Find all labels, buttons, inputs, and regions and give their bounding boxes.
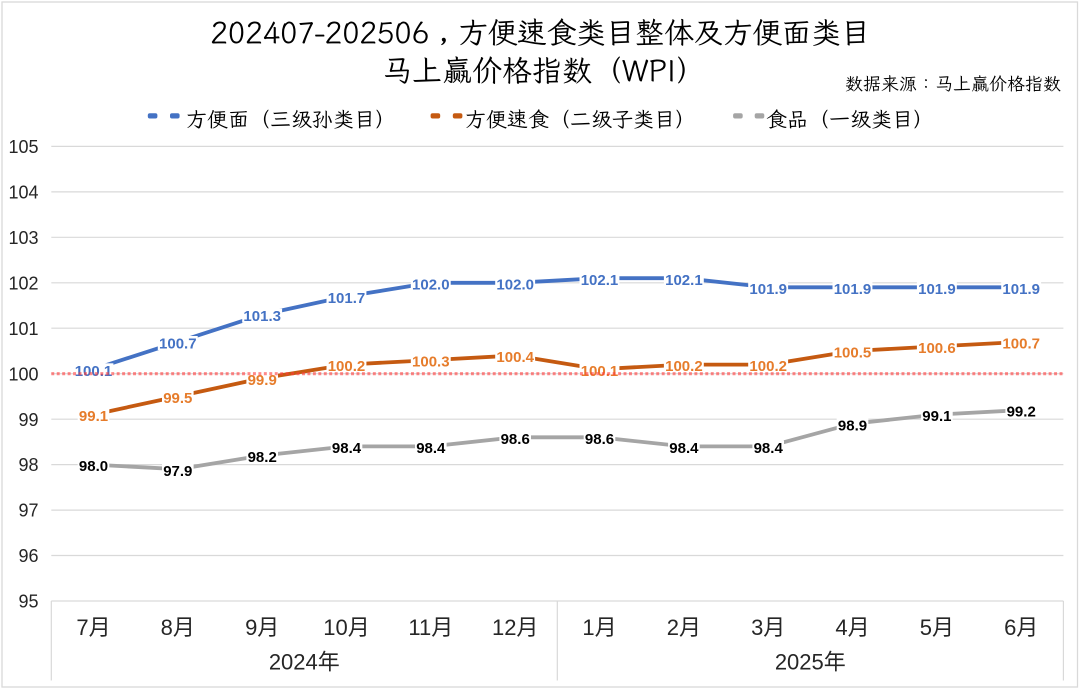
svg-text:100.5: 100.5	[834, 345, 872, 362]
svg-text:100.4: 100.4	[496, 349, 534, 366]
svg-text:100.7: 100.7	[1002, 336, 1040, 353]
svg-text:98.2: 98.2	[248, 449, 277, 466]
svg-text:方便速食（二级子类目）: 方便速食（二级子类目）	[465, 105, 696, 133]
svg-text:食品（一级类目）: 食品（一级类目）	[766, 105, 934, 133]
svg-text:102.0: 102.0	[496, 276, 534, 293]
svg-text:100.2: 100.2	[328, 358, 366, 375]
svg-text:97: 97	[18, 501, 38, 521]
svg-text:100.3: 100.3	[412, 354, 450, 371]
svg-text:99: 99	[18, 410, 38, 430]
svg-text:101: 101	[8, 319, 38, 339]
svg-text:100.6: 100.6	[918, 340, 956, 357]
svg-text:101.9: 101.9	[834, 281, 872, 298]
svg-text:100.2: 100.2	[665, 358, 703, 375]
svg-text:102.1: 102.1	[665, 272, 703, 289]
svg-text:方便面（三级孙类目）: 方便面（三级孙类目）	[186, 105, 396, 133]
svg-text:101.7: 101.7	[328, 290, 366, 307]
svg-text:101.9: 101.9	[749, 281, 787, 298]
svg-text:105: 105	[8, 137, 38, 157]
svg-text:马上赢价格指数（WPI）: 马上赢价格指数（WPI）	[382, 50, 706, 90]
svg-text:3月: 3月	[751, 615, 785, 640]
svg-text:97.9: 97.9	[163, 463, 192, 480]
svg-text:10月: 10月	[323, 615, 369, 640]
svg-text:100.1: 100.1	[75, 363, 113, 380]
svg-text:99.9: 99.9	[248, 372, 277, 389]
svg-text:98.9: 98.9	[838, 417, 867, 434]
svg-text:98.4: 98.4	[332, 440, 362, 457]
svg-text:101.9: 101.9	[1002, 281, 1040, 298]
svg-text:101.3: 101.3	[243, 308, 281, 325]
svg-text:8月: 8月	[161, 615, 195, 640]
svg-text:98.6: 98.6	[501, 431, 530, 448]
svg-text:2月: 2月	[667, 615, 701, 640]
svg-text:102: 102	[8, 273, 38, 293]
svg-text:98.4: 98.4	[669, 440, 699, 457]
svg-text:99.1: 99.1	[79, 408, 108, 425]
svg-text:103: 103	[8, 228, 38, 248]
svg-text:2025年: 2025年	[775, 650, 846, 675]
svg-text:98.0: 98.0	[79, 458, 108, 475]
svg-text:7月: 7月	[76, 615, 110, 640]
svg-text:98.6: 98.6	[585, 431, 614, 448]
svg-text:99.2: 99.2	[1007, 404, 1036, 421]
svg-text:104: 104	[8, 183, 38, 203]
svg-text:100.2: 100.2	[749, 358, 787, 375]
svg-text:101.9: 101.9	[918, 281, 956, 298]
svg-text:98.4: 98.4	[416, 440, 446, 457]
svg-text:96: 96	[18, 546, 38, 566]
svg-text:100: 100	[8, 364, 38, 384]
svg-text:98: 98	[18, 455, 38, 475]
svg-text:12月: 12月	[492, 615, 538, 640]
svg-text:6月: 6月	[1004, 615, 1038, 640]
svg-text:1月: 1月	[582, 615, 616, 640]
svg-text:5月: 5月	[920, 615, 954, 640]
svg-text:100.7: 100.7	[159, 336, 197, 353]
svg-text:11月: 11月	[408, 615, 453, 640]
svg-text:数据来源：马上赢价格指数: 数据来源：马上赢价格指数	[845, 72, 1061, 96]
svg-text:99.1: 99.1	[922, 408, 951, 425]
svg-text:98.4: 98.4	[754, 440, 784, 457]
svg-text:102.0: 102.0	[412, 276, 450, 293]
svg-text:2024年: 2024年	[269, 650, 340, 675]
svg-text:4月: 4月	[835, 615, 869, 640]
svg-text:9月: 9月	[245, 615, 279, 640]
svg-text:102.1: 102.1	[581, 272, 619, 289]
svg-text:100.1: 100.1	[581, 363, 619, 380]
svg-text:99.5: 99.5	[163, 390, 192, 407]
svg-text:95: 95	[18, 592, 38, 612]
